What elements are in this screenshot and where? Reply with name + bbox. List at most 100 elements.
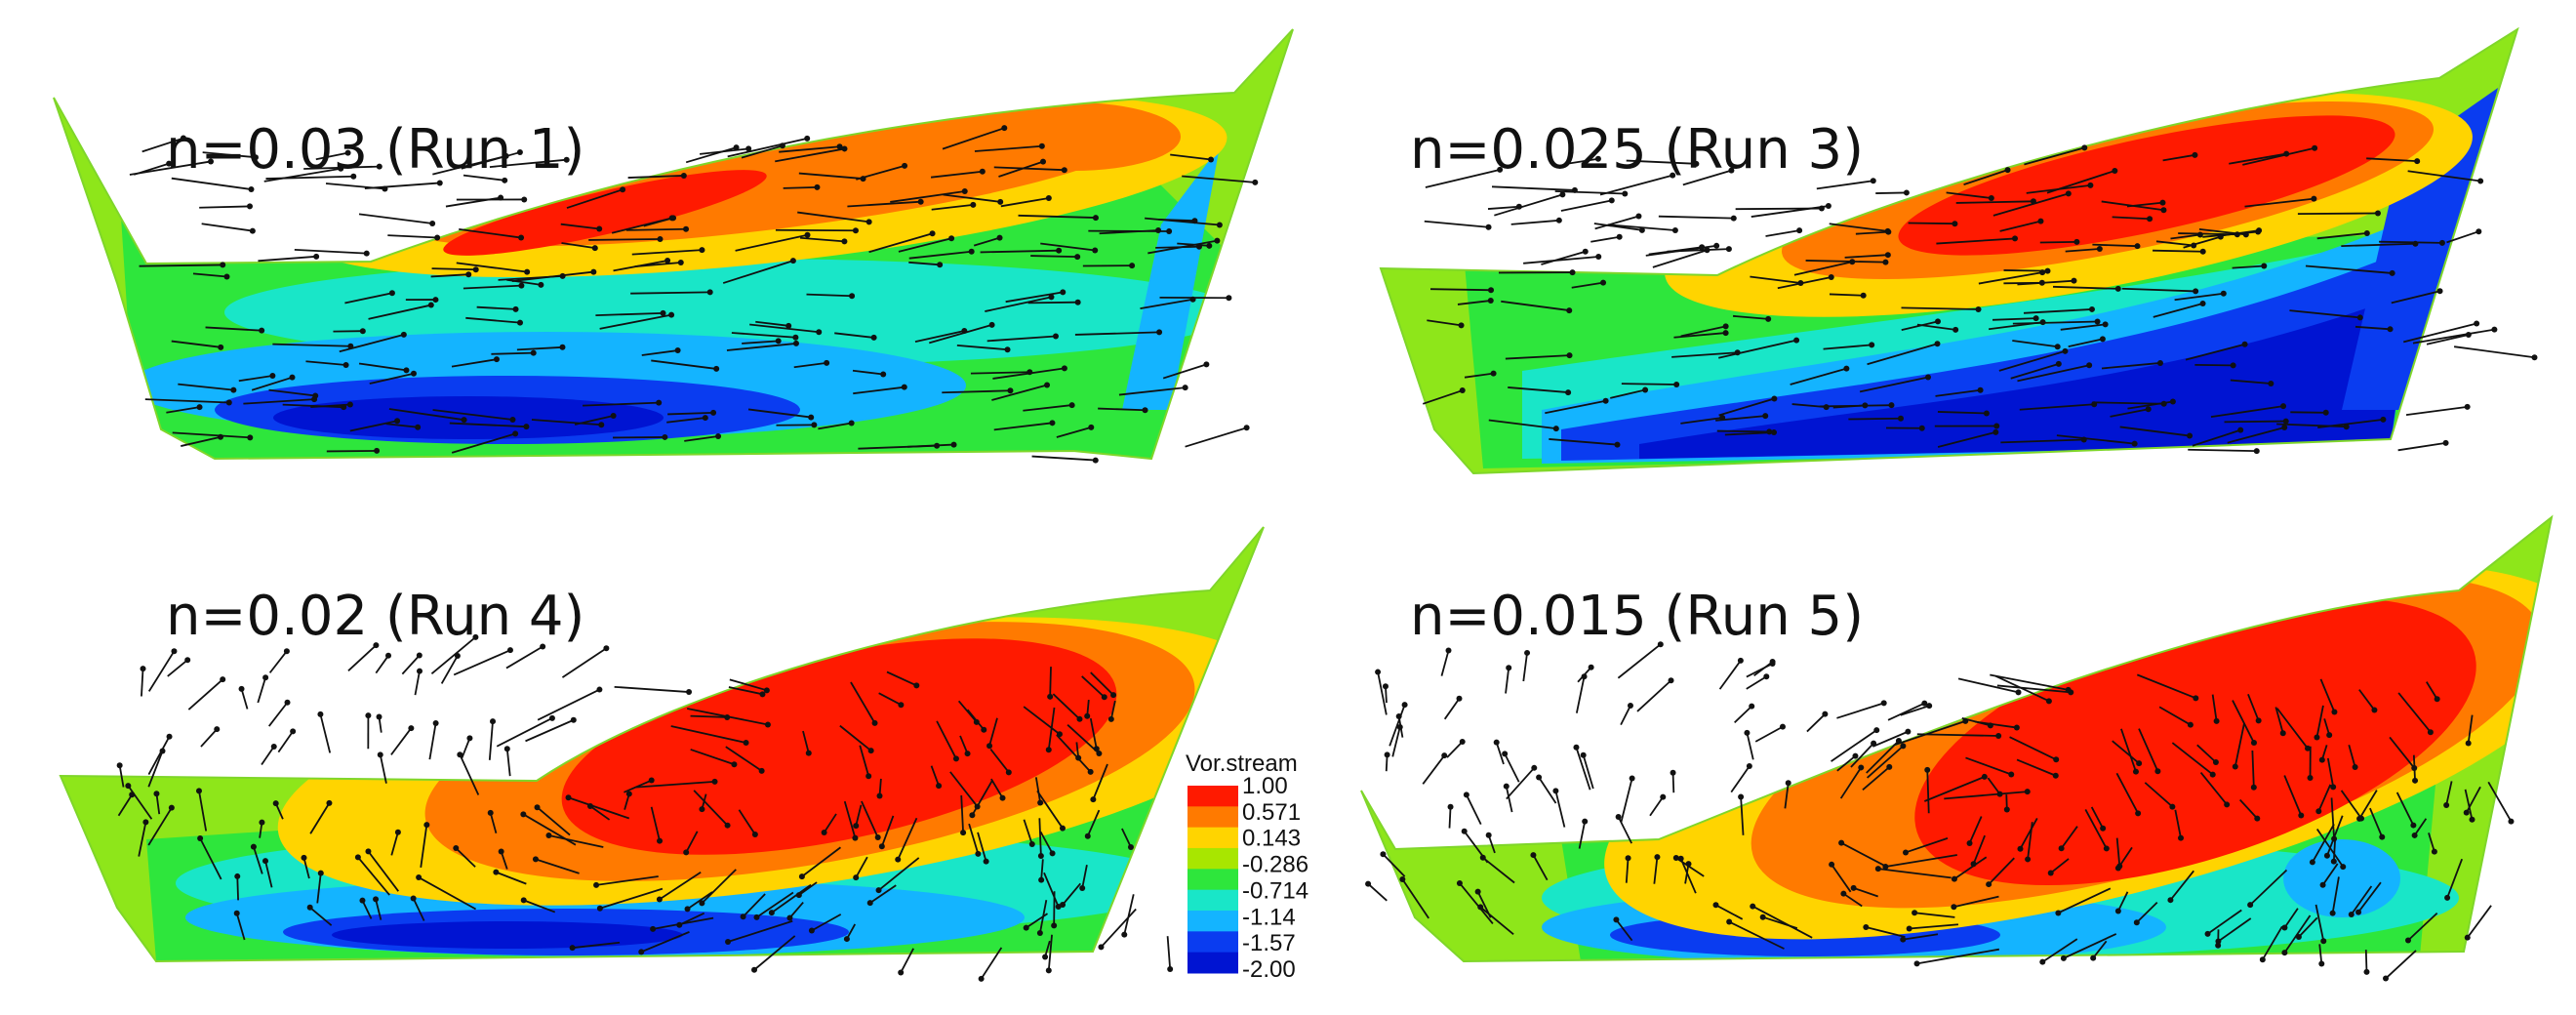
velocity-vector xyxy=(1806,713,1826,733)
vector-head xyxy=(1934,341,1941,347)
vector-head xyxy=(677,260,684,266)
velocity-vector xyxy=(2453,345,2535,359)
velocity-vector xyxy=(2155,240,2194,247)
vector-head xyxy=(559,344,566,350)
velocity-vector xyxy=(1140,298,1193,309)
vector-head xyxy=(230,386,237,393)
vector-head xyxy=(1038,142,1045,149)
vector-head xyxy=(518,282,525,289)
vector-head xyxy=(1573,744,1580,751)
velocity-vector xyxy=(451,432,516,454)
legend-band xyxy=(1187,931,1238,954)
velocity-vector xyxy=(1885,854,1957,868)
velocity-vector xyxy=(1935,388,1981,397)
velocity-vector xyxy=(2112,216,2151,221)
velocity-vector xyxy=(1848,417,1902,421)
vector-head xyxy=(686,689,693,696)
velocity-vector xyxy=(971,779,993,816)
velocity-vector xyxy=(1023,404,1072,412)
velocity-vector xyxy=(390,832,399,856)
vector-head xyxy=(1728,167,1735,174)
panel-run-5: n=0.015 (Run 5) xyxy=(1360,514,2554,982)
vector-head xyxy=(2438,239,2445,246)
velocity-vector xyxy=(1855,230,1889,235)
vector-head xyxy=(1668,677,1674,684)
vector-head xyxy=(498,194,504,201)
vector-head xyxy=(798,873,805,880)
vector-head xyxy=(1771,429,1778,436)
vector-head xyxy=(2160,207,2167,214)
velocity-vector xyxy=(2092,940,2108,959)
vector-head xyxy=(1365,880,1372,887)
vector-head xyxy=(898,969,905,976)
velocity-vector xyxy=(465,316,521,324)
velocity-vector xyxy=(1626,159,1697,165)
velocity-vector xyxy=(670,725,746,744)
vector-head xyxy=(1996,791,2003,797)
vector-head xyxy=(2319,881,2326,888)
vector-head xyxy=(338,165,344,172)
velocity-vector xyxy=(942,389,1011,394)
velocity-vector xyxy=(1968,816,1983,844)
vector-head xyxy=(2209,771,2216,778)
velocity-vector xyxy=(2234,722,2245,767)
velocity-vector xyxy=(1816,180,1873,190)
vector-head xyxy=(1677,855,1684,862)
velocity-vector xyxy=(1839,766,1863,799)
velocity-vector xyxy=(344,292,393,304)
vector-head xyxy=(1044,382,1051,388)
vector-head xyxy=(347,343,354,349)
velocity-vector xyxy=(2305,264,2393,274)
vector-head xyxy=(2281,425,2288,431)
velocity-vector xyxy=(265,175,354,180)
vector-head xyxy=(2329,910,2336,916)
vector-head xyxy=(1524,649,1531,656)
vector-head xyxy=(1401,702,1408,709)
vector-head xyxy=(1903,189,1910,196)
vector-head xyxy=(2253,448,2260,455)
velocity-vector xyxy=(738,809,756,835)
vector-head xyxy=(2304,745,2311,751)
velocity-vector xyxy=(2364,950,2368,972)
vector-head xyxy=(350,173,357,180)
vector-head xyxy=(680,172,687,179)
velocity-vector xyxy=(749,323,820,334)
vector-head xyxy=(699,806,705,813)
vector-head xyxy=(836,143,843,150)
vector-head xyxy=(901,384,907,390)
vector-head xyxy=(699,900,705,907)
vector-head xyxy=(2298,812,2305,819)
vector-head xyxy=(1737,657,1744,664)
vector-head xyxy=(603,645,610,652)
vector-head xyxy=(159,748,166,754)
vector-head xyxy=(662,433,668,440)
vector-head xyxy=(1793,337,1800,344)
velocity-vector xyxy=(2120,728,2137,772)
vector-head xyxy=(1860,292,1867,299)
vector-head xyxy=(2363,229,2370,236)
vector-head xyxy=(753,914,760,920)
velocity-vector xyxy=(943,193,1001,203)
velocity-vector xyxy=(1946,191,1992,199)
vector-head xyxy=(821,830,827,836)
vector-head xyxy=(871,719,878,726)
velocity-vector xyxy=(1089,717,1098,750)
velocity-vector xyxy=(2136,673,2196,700)
velocity-vector xyxy=(1062,882,1081,906)
vector-head xyxy=(1582,818,1589,825)
velocity-vector xyxy=(1718,339,1797,359)
velocity-vector xyxy=(201,223,253,232)
panel-run-4: n=0.02 (Run 4) xyxy=(59,526,1265,982)
velocity-vector xyxy=(929,324,992,345)
legend-colorbar xyxy=(1187,786,1238,974)
velocity-vector xyxy=(775,147,845,163)
velocity-vector xyxy=(2319,678,2336,712)
velocity-vector xyxy=(141,669,144,697)
velocity-vector xyxy=(2314,904,2325,942)
velocity-vector xyxy=(753,935,796,971)
vector-head xyxy=(171,648,178,655)
velocity-vector xyxy=(1594,215,1639,230)
velocity-vector xyxy=(2196,744,2217,763)
vector-head xyxy=(223,273,230,280)
vector-head xyxy=(849,293,856,300)
